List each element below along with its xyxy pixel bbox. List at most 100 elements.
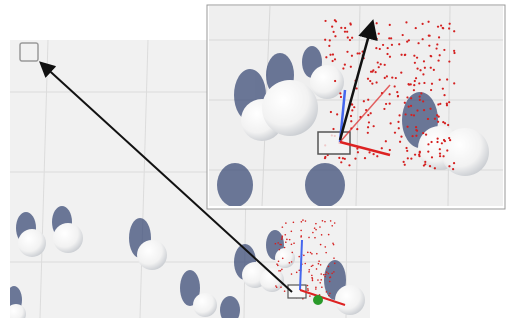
point bbox=[293, 221, 295, 223]
point bbox=[437, 103, 439, 105]
point bbox=[314, 237, 316, 239]
point bbox=[386, 53, 388, 55]
point bbox=[389, 56, 391, 58]
point bbox=[336, 113, 338, 115]
point bbox=[289, 262, 291, 264]
point bbox=[437, 137, 439, 139]
point bbox=[376, 38, 378, 40]
point bbox=[286, 239, 288, 241]
point bbox=[443, 94, 445, 96]
point bbox=[311, 275, 313, 277]
point bbox=[346, 31, 348, 33]
point bbox=[385, 103, 387, 105]
point bbox=[316, 268, 318, 270]
point bbox=[442, 88, 444, 90]
point bbox=[417, 42, 419, 44]
point bbox=[437, 121, 439, 123]
point bbox=[427, 21, 429, 23]
point bbox=[405, 113, 407, 115]
point bbox=[332, 60, 334, 62]
point bbox=[415, 126, 417, 128]
point bbox=[342, 67, 344, 69]
point bbox=[397, 121, 399, 123]
point bbox=[436, 141, 438, 143]
point bbox=[448, 27, 450, 29]
point bbox=[323, 274, 325, 276]
point bbox=[334, 263, 336, 265]
point bbox=[438, 116, 440, 118]
point bbox=[367, 114, 369, 116]
point bbox=[298, 256, 300, 258]
point bbox=[379, 48, 381, 50]
point bbox=[332, 53, 334, 55]
point bbox=[331, 26, 333, 28]
point bbox=[408, 106, 410, 108]
point bbox=[415, 27, 417, 29]
point bbox=[353, 106, 355, 108]
point bbox=[405, 147, 407, 149]
point bbox=[381, 147, 383, 149]
point bbox=[278, 270, 280, 272]
point bbox=[418, 82, 420, 84]
point bbox=[289, 239, 291, 241]
point bbox=[356, 87, 358, 89]
point bbox=[309, 295, 311, 297]
point bbox=[404, 54, 406, 56]
point bbox=[304, 263, 306, 265]
point bbox=[291, 261, 293, 263]
point bbox=[446, 104, 448, 106]
point bbox=[320, 244, 322, 246]
point bbox=[375, 47, 377, 49]
point bbox=[346, 51, 348, 53]
point bbox=[431, 156, 433, 158]
point bbox=[368, 151, 370, 153]
point bbox=[433, 69, 435, 71]
scene bbox=[0, 0, 506, 318]
point bbox=[293, 242, 295, 244]
point bbox=[307, 290, 309, 292]
point bbox=[428, 45, 430, 47]
point bbox=[422, 100, 424, 102]
point bbox=[347, 36, 349, 38]
point bbox=[413, 114, 415, 116]
point bbox=[453, 30, 455, 32]
point bbox=[375, 81, 377, 83]
point bbox=[452, 168, 454, 170]
point bbox=[405, 21, 407, 23]
point bbox=[407, 157, 409, 159]
point bbox=[349, 39, 351, 41]
point bbox=[301, 221, 303, 223]
point bbox=[370, 112, 372, 114]
point bbox=[334, 80, 336, 82]
point bbox=[291, 252, 293, 254]
point bbox=[410, 105, 412, 107]
point bbox=[342, 157, 344, 159]
point bbox=[389, 149, 391, 151]
point bbox=[300, 230, 302, 232]
point bbox=[436, 43, 438, 45]
point bbox=[430, 141, 432, 143]
point bbox=[443, 139, 445, 141]
point bbox=[427, 151, 429, 153]
point bbox=[351, 109, 353, 111]
point bbox=[303, 255, 305, 257]
point bbox=[400, 136, 402, 138]
point bbox=[282, 226, 284, 228]
point bbox=[394, 132, 396, 134]
point bbox=[312, 232, 314, 234]
point bbox=[396, 91, 398, 93]
point bbox=[275, 243, 277, 245]
point bbox=[315, 229, 317, 231]
point bbox=[415, 129, 417, 131]
point bbox=[324, 221, 326, 223]
point bbox=[413, 55, 415, 57]
point bbox=[367, 132, 369, 134]
point bbox=[378, 66, 380, 68]
point bbox=[338, 157, 340, 159]
point bbox=[415, 77, 417, 79]
point bbox=[344, 31, 346, 33]
point bbox=[382, 44, 384, 46]
point bbox=[414, 80, 416, 82]
point bbox=[389, 24, 391, 26]
point bbox=[376, 155, 378, 157]
